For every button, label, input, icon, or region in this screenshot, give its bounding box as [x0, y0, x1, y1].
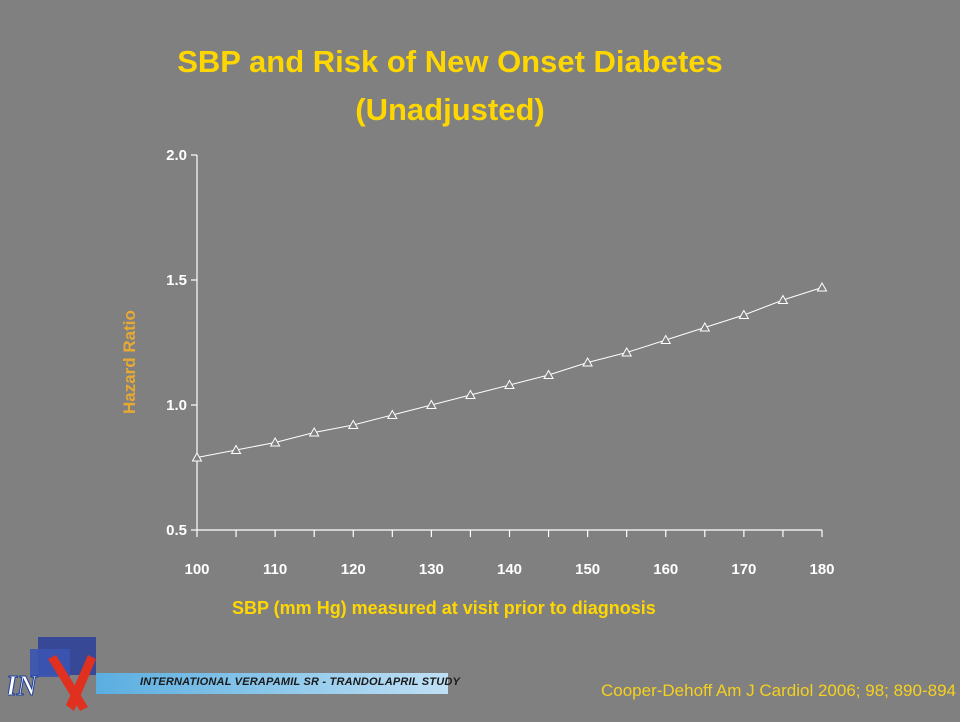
- y-tick-label: 1.5: [166, 272, 187, 289]
- x-tick-label: 120: [341, 561, 366, 578]
- y-tick-label: 2.0: [166, 147, 187, 164]
- y-tick-label: 1.0: [166, 397, 187, 414]
- chart-title-line1: SBP and Risk of New Onset Diabetes: [177, 44, 723, 79]
- data-point-marker: [504, 379, 515, 389]
- series-line: [196, 287, 823, 458]
- data-point-marker: [308, 426, 320, 437]
- x-tick-label: 110: [263, 561, 287, 578]
- y-tick-label: 0.5: [166, 522, 187, 539]
- data-point-marker: [699, 321, 711, 332]
- data-point-marker: [191, 451, 203, 462]
- x-tick-label: 180: [809, 561, 834, 578]
- data-point-marker: [621, 346, 633, 357]
- data-point-marker: [426, 399, 437, 409]
- data-point-marker: [269, 436, 281, 447]
- study-banner: INTERNATIONAL VERAPAMIL SR - TRANDOLAPRI…: [96, 673, 460, 694]
- data-point-marker: [465, 389, 476, 399]
- data-point-marker: [777, 294, 789, 304]
- invest-logo: IN: [5, 635, 108, 722]
- x-tick-label: 130: [419, 561, 444, 578]
- x-axis-label: SBP (mm Hg) measured at visit prior to d…: [232, 598, 656, 618]
- x-tick-label: 150: [575, 561, 600, 578]
- data-point-marker: [582, 356, 593, 367]
- y-axis-label: Hazard Ratio: [120, 310, 139, 414]
- x-tick-label: 170: [731, 561, 756, 578]
- invest-logo-mark: IN: [5, 637, 96, 711]
- data-point-marker: [347, 419, 359, 429]
- data-point-marker: [738, 309, 750, 319]
- data-point-marker: [816, 281, 828, 292]
- data-point-marker: [660, 334, 672, 344]
- chart-title-line2: (Unadjusted): [355, 92, 545, 127]
- svg-text:IN: IN: [8, 671, 39, 702]
- data-point-marker: [230, 444, 242, 454]
- x-tick-label: 140: [497, 561, 522, 578]
- citation: Cooper-Dehoff Am J Cardiol 2006; 98; 890…: [600, 681, 956, 700]
- x-tick-label: 100: [184, 561, 209, 578]
- x-tick-label: 160: [653, 561, 678, 578]
- data-point-marker: [386, 409, 398, 419]
- study-banner-text: INTERNATIONAL VERAPAMIL SR - TRANDOLAPRI…: [140, 676, 461, 688]
- data-point-marker: [543, 369, 554, 379]
